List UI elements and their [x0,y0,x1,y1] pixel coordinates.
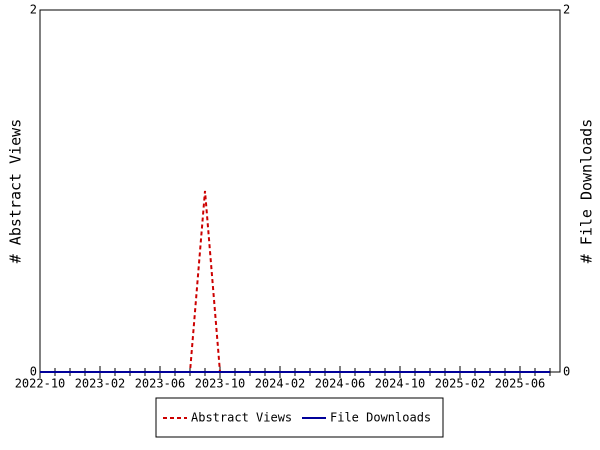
y-tick-label: 0 [30,365,37,379]
x-tick-label: 2024-10 [375,377,426,391]
x-tick-label: 2023-10 [195,377,246,391]
x-tick-label: 2024-06 [315,377,366,391]
y2-tick-label: 2 [563,3,570,17]
legend-label: Abstract Views [191,411,292,425]
x-tick-label: 2025-06 [495,377,546,391]
y-tick-label: 2 [30,3,37,17]
y2-axis-title: # File Downloads [578,119,596,264]
x-tick-label: 2024-02 [255,377,306,391]
plot-frame [39,9,561,373]
y2-tick-label: 0 [563,365,570,379]
x-tick-label: 2023-02 [75,377,126,391]
x-tick-label: 2023-06 [135,377,186,391]
x-tick-label: 2025-02 [435,377,486,391]
legend-label: File Downloads [330,411,431,425]
x-tick-label: 2022-10 [15,377,66,391]
y-axis-title: # Abstract Views [7,119,25,264]
legend-box [155,397,444,438]
series-line [40,190,550,373]
